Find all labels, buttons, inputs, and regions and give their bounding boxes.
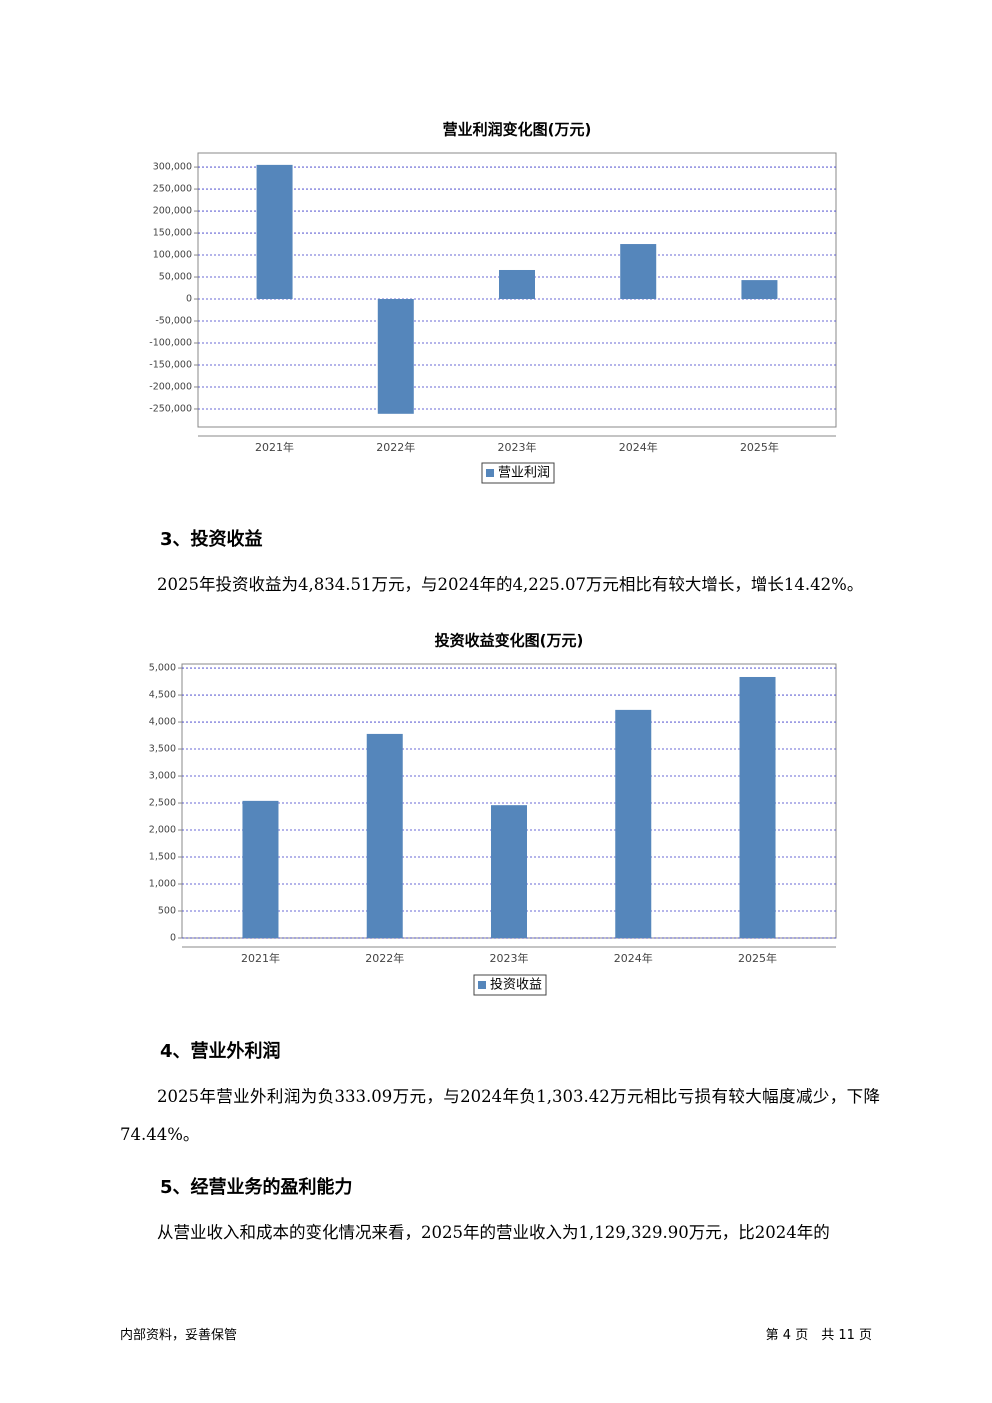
legend-swatch [477, 981, 486, 989]
bar [242, 800, 279, 938]
section-heading: 5、经营业务的盈利能力 [160, 1177, 353, 1198]
section-heading: 4、营业外利润 [160, 1041, 281, 1062]
y-tick-label: 200,000 [153, 206, 192, 217]
legend-box [473, 974, 547, 996]
footer-right: 第 4 页 共 11 页 [765, 1328, 872, 1343]
x-tick-label: 2025年 [740, 440, 779, 454]
y-tick-label: 150,000 [153, 228, 192, 239]
bar [615, 709, 652, 938]
x-tick-label: 2022年 [376, 440, 415, 454]
y-tick-label: 4,500 [149, 690, 176, 701]
y-tick-label: 4,000 [149, 717, 176, 728]
x-tick-label: 2025年 [738, 951, 777, 965]
y-tick-label: 2,500 [149, 798, 176, 809]
x-tick-label: 2023年 [498, 440, 537, 454]
bar [377, 299, 414, 414]
y-tick-label: 1,500 [149, 852, 176, 863]
bar [366, 733, 403, 938]
section-heading: 3、投资收益 [160, 529, 263, 550]
bar [741, 280, 778, 300]
x-tick-label: 2024年 [614, 951, 653, 965]
x-tick-label: 2021年 [241, 951, 280, 965]
paragraph: 2025年营业外利润为负333.09万元，与2024年负1,303.42万元相比… [120, 1087, 880, 1144]
y-tick-label: -150,000 [149, 359, 192, 370]
y-tick-label: 2,000 [149, 825, 176, 836]
legend-label: 营业利润 [498, 466, 550, 481]
bar [491, 805, 527, 938]
footer-left: 内部资料，妥善保管 [120, 1328, 238, 1343]
legend-swatch [485, 469, 494, 477]
y-tick-label: -50,000 [155, 316, 192, 327]
chart-title: 投资收益变化图(万元) [435, 632, 584, 650]
y-tick-label: 300,000 [153, 162, 192, 173]
bar [739, 676, 776, 938]
paragraph: 2025年投资收益为4,834.51万元，与2024年的4,225.07万元相比… [157, 575, 864, 594]
x-tick-label: 2023年 [490, 951, 529, 965]
y-tick-label: 3,000 [149, 771, 176, 782]
bar [620, 244, 657, 300]
legend-box [481, 462, 555, 484]
x-tick-label: 2021年 [255, 440, 294, 454]
legend-label: 投资收益 [490, 977, 542, 993]
bar [499, 269, 535, 300]
y-tick-label: -100,000 [149, 337, 192, 348]
plot-frame [197, 152, 837, 428]
chart-title: 营业利润变化图(万元) [443, 121, 592, 139]
y-tick-label: 0 [170, 933, 176, 944]
y-tick-label: 250,000 [153, 184, 192, 195]
x-tick-label: 2022年 [365, 951, 404, 965]
x-tick-label: 2024年 [619, 440, 658, 454]
y-tick-label: 0 [186, 294, 192, 305]
y-tick-label: -200,000 [149, 381, 192, 392]
y-tick-label: -250,000 [149, 403, 192, 414]
y-tick-label: 5,000 [149, 663, 176, 674]
y-tick-label: 500 [158, 906, 176, 917]
y-tick-label: 100,000 [153, 250, 192, 261]
y-tick-label: 50,000 [159, 272, 192, 283]
y-tick-label: 3,500 [149, 744, 176, 755]
legend: 投资收益 [473, 974, 547, 996]
paragraph: 从营业收入和成本的变化情况来看，2025年的营业收入为1,129,329.90万… [157, 1223, 830, 1242]
bar [256, 164, 293, 300]
y-tick-label: 1,000 [149, 879, 176, 890]
legend: 营业利润 [481, 462, 555, 484]
